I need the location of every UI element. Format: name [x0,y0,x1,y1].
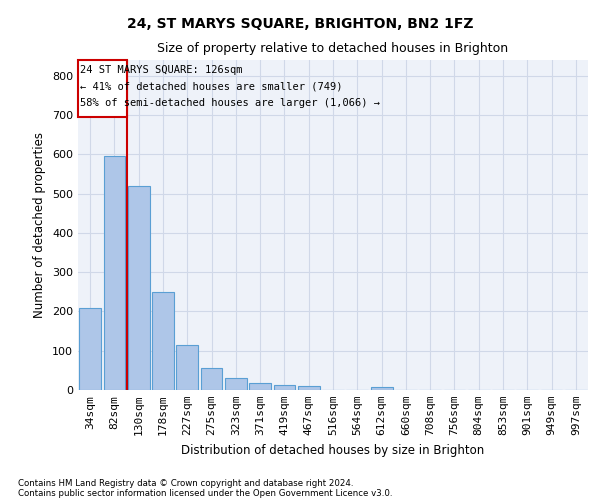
Bar [152,292,174,390]
Text: Contains HM Land Registry data © Crown copyright and database right 2024.: Contains HM Land Registry data © Crown c… [18,478,353,488]
Title: Size of property relative to detached houses in Brighton: Size of property relative to detached ho… [157,42,509,54]
Bar [104,156,125,390]
Text: 24 ST MARYS SQUARE: 126sqm: 24 ST MARYS SQUARE: 126sqm [80,66,243,76]
X-axis label: Distribution of detached houses by size in Brighton: Distribution of detached houses by size … [181,444,485,456]
Text: 58% of semi-detached houses are larger (1,066) →: 58% of semi-detached houses are larger (… [80,98,380,108]
Bar [274,384,295,390]
Bar [128,186,149,390]
Text: Contains public sector information licensed under the Open Government Licence v3: Contains public sector information licen… [18,488,392,498]
FancyBboxPatch shape [78,60,127,117]
Bar [249,383,271,390]
Y-axis label: Number of detached properties: Number of detached properties [34,132,46,318]
Bar [371,387,392,390]
Bar [298,386,320,390]
Bar [79,308,101,390]
Bar [225,378,247,390]
Bar [176,345,198,390]
Text: ← 41% of detached houses are smaller (749): ← 41% of detached houses are smaller (74… [80,82,343,92]
Text: 24, ST MARYS SQUARE, BRIGHTON, BN2 1FZ: 24, ST MARYS SQUARE, BRIGHTON, BN2 1FZ [127,18,473,32]
Bar [200,368,223,390]
